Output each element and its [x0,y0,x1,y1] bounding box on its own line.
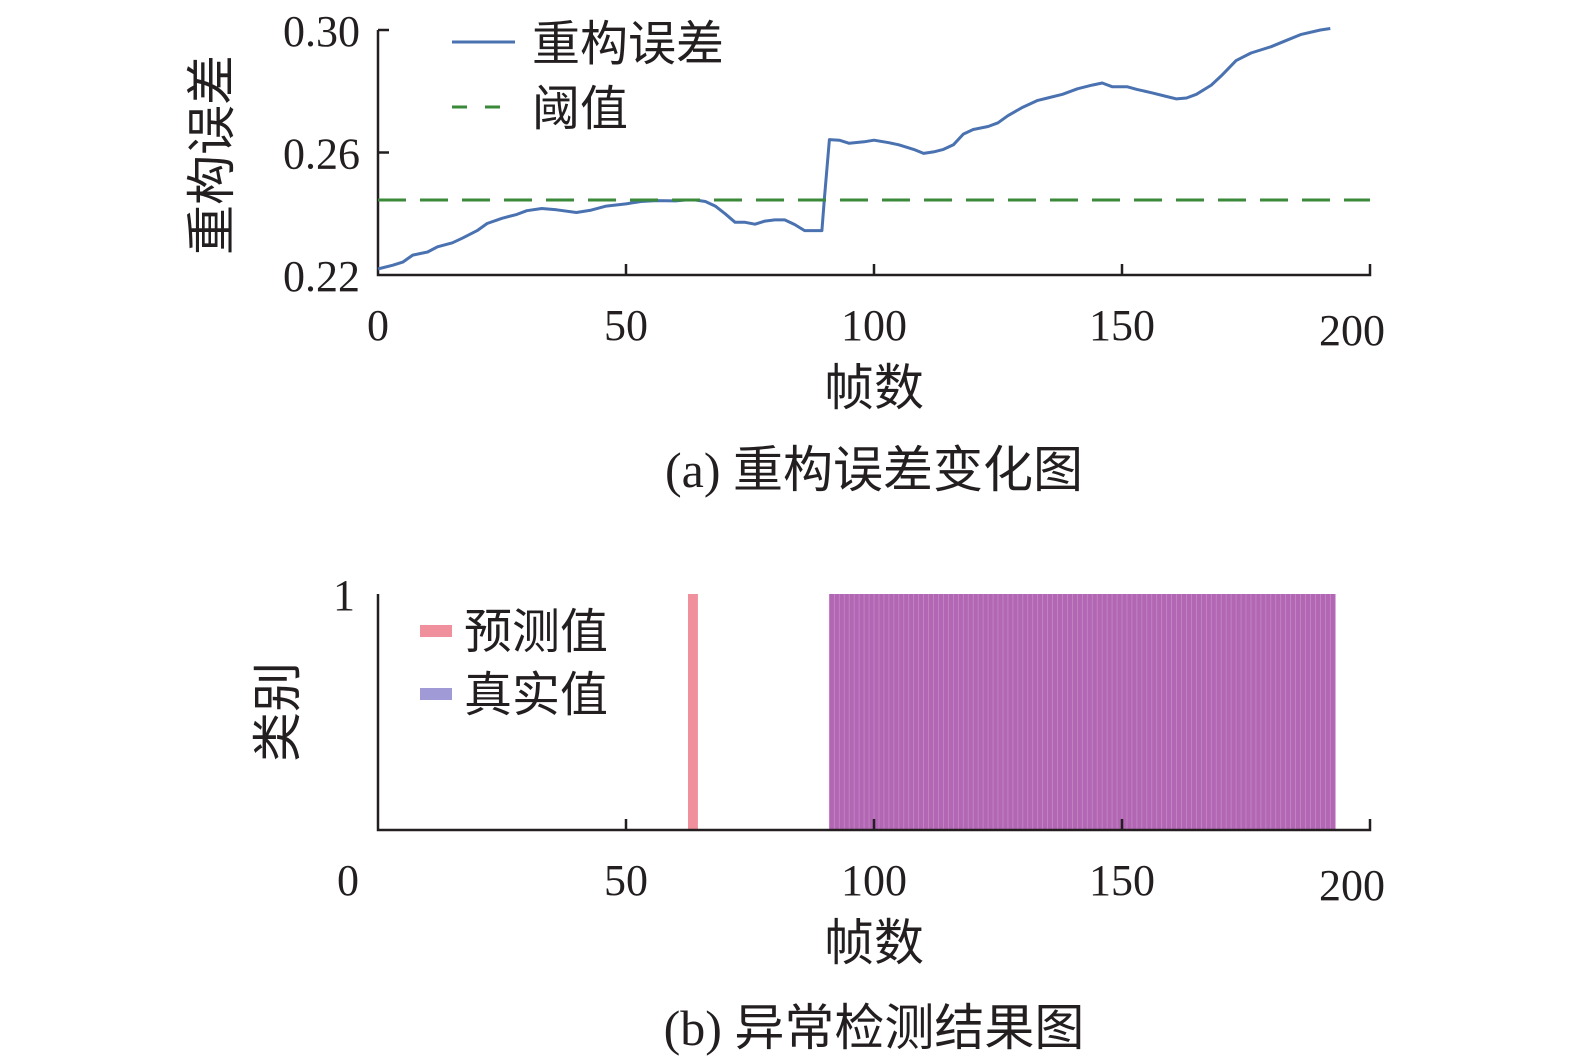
chart-a-legend: 重构误差 阈值 [452,18,724,136]
chart-a-ytick-label: 0.22 [283,252,360,301]
chart-b-xtick-label: 150 [1089,856,1155,905]
chart-a-xtick-label: 50 [604,301,648,350]
chart-b-legend: 预测值 真实值 [420,606,608,722]
chart-a-ytick-label: 0.30 [283,7,360,56]
chart-a-xtick-label: 0 [367,301,389,350]
legend-label-threshold: 阈值 [532,83,628,136]
chart-a-xtick-label: 100 [841,301,907,350]
legend-label-actual: 真实值 [464,669,608,722]
anomaly-detection-chart: 0 50 100 150 200 1 类别 帧数 预测值 真实值 (b) 异常检测结果图 [250,571,1385,1056]
chart-a-axis [376,30,1372,277]
chart-b-xtick-label: 100 [841,856,907,905]
chart-a-xlabel: 帧数 [824,360,924,416]
reconstruction-error-line [377,27,1331,271]
chart-a-xtick-label: 150 [1089,301,1155,350]
legend-label-predicted: 预测值 [464,606,608,659]
legend-label-reconstruction-error: 重构误差 [532,18,724,71]
chart-b-xlabel: 帧数 [824,915,924,971]
chart-a-xtick-label: 200 [1319,306,1385,355]
predicted-anomaly-bar [688,594,698,830]
legend-swatch-predicted [420,625,452,637]
chart-b-ytick-label: 1 [333,571,355,620]
chart-a-ytick-label: 0.26 [283,130,360,179]
chart-b-ylabel: 类别 [250,662,306,762]
chart-a-ylabel: 重构误差 [184,55,240,255]
reconstruction-error-chart: 0 50 100 150 200 0.22 0.26 0.30 重构误差 帧数 重构误差 阈值… [184,7,1385,498]
chart-b-xtick-label: 50 [604,856,648,905]
legend-swatch-actual [420,688,452,700]
chart-a-caption: (a) 重构误差变化图 [665,442,1083,498]
chart-b-xtick-label: 0 [337,856,359,905]
chart-b-caption: (b) 异常检测结果图 [664,1000,1085,1056]
chart-b-xtick-label: 200 [1319,861,1385,910]
